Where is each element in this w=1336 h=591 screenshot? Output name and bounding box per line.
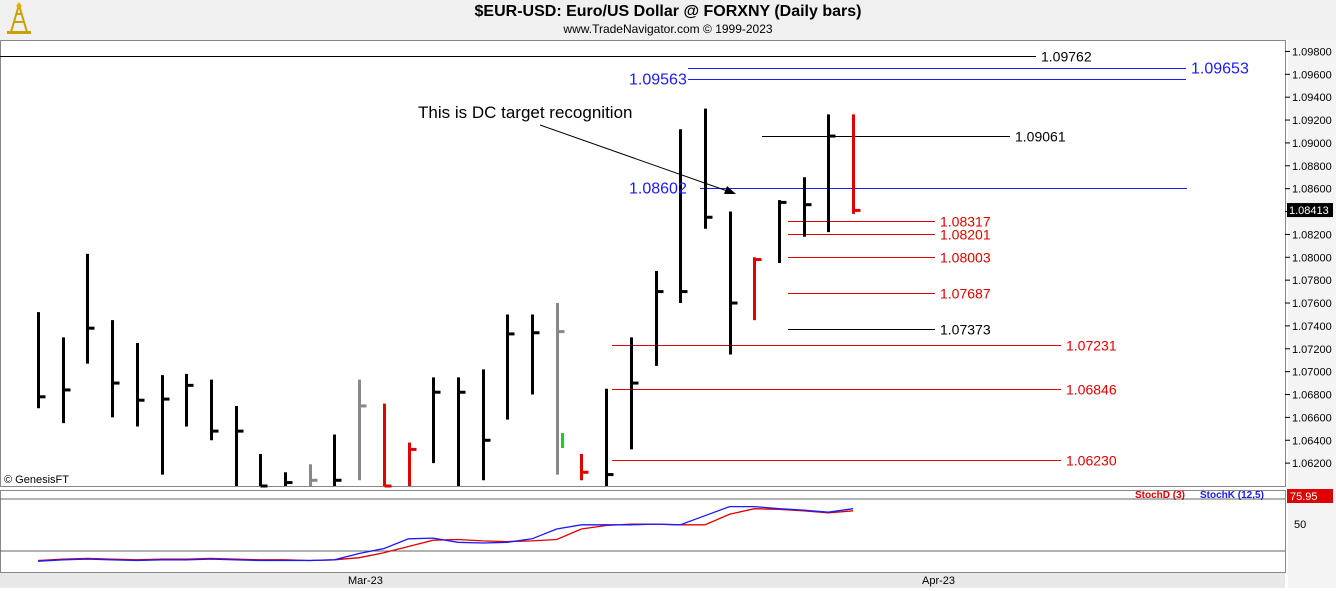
level-label: 1.09653 (1191, 61, 1249, 78)
price-bar (86, 253, 95, 364)
price-bar (506, 314, 515, 420)
y-axis-tick-label: 1.06400 (1292, 435, 1332, 447)
x-axis-label: Mar-23 (348, 575, 383, 587)
y-axis-tick-label: 1.07000 (1292, 367, 1332, 379)
level-label: 1.08003 (940, 250, 991, 266)
current-price-label: 1.08413 (1289, 205, 1329, 217)
price-bar (37, 312, 46, 409)
stoch-current-label: 75.95 (1290, 491, 1318, 503)
stoch-legend-k: StochK (12,5) (1200, 490, 1264, 501)
price-bar (580, 453, 589, 481)
y-axis-tick-label: 1.07800 (1292, 275, 1332, 287)
y-axis-tick-label: 1.08800 (1292, 161, 1332, 173)
level-label: 1.09563 (629, 72, 687, 89)
y-axis-tick-label: 1.06800 (1292, 390, 1332, 402)
stoch-legend-d: StochD (3) (1135, 490, 1185, 501)
y-axis-tick-label: 1.09400 (1292, 92, 1332, 104)
price-bar (408, 442, 417, 486)
stoch-panel-frame (0, 490, 1286, 573)
price-bar (136, 343, 145, 427)
annotation-arrow-head (724, 186, 736, 194)
stoch-y-tick-label: 50 (1294, 519, 1306, 531)
price-bar (432, 377, 441, 464)
price-bar (235, 405, 244, 486)
level-label: 1.09762 (1041, 49, 1092, 65)
annotation: This is DC target recognition (418, 103, 736, 194)
price-bar (161, 375, 170, 475)
price-bar (556, 303, 565, 475)
level-label: 1.09061 (1015, 129, 1066, 145)
copyright-text: © GenesisFT (4, 474, 69, 486)
y-axis-tick-label: 1.09800 (1292, 46, 1332, 58)
price-bar (704, 108, 713, 229)
chart-header: $EUR-USD: Euro/US Dollar @ FORXNY (Daily… (0, 0, 1336, 40)
price-bar (185, 373, 194, 427)
oil-derrick-icon (2, 1, 36, 36)
y-axis-tick-label: 1.06600 (1292, 412, 1332, 424)
stoch-current-marker (1287, 489, 1333, 503)
price-bar (803, 177, 812, 237)
y-axis-tick-label: 1.07600 (1292, 298, 1332, 310)
price-bar (457, 377, 466, 486)
price-panel-frame (0, 40, 1286, 487)
price-bar (679, 129, 688, 304)
y-axis-tick-label: 1.09000 (1292, 138, 1332, 150)
chart-title: $EUR-USD: Euro/US Dollar @ FORXNY (Daily… (474, 3, 862, 20)
y-axis-tick-label: 1.08000 (1292, 252, 1332, 264)
price-bar (852, 114, 861, 214)
price-bar (210, 379, 219, 441)
price-bar (778, 200, 787, 263)
price-bar (259, 453, 268, 488)
y-axis-tick-label: 1.09600 (1292, 69, 1332, 81)
price-bar (383, 403, 392, 488)
current-price-marker (1287, 203, 1333, 218)
price-bar (630, 337, 639, 450)
level-label: 1.06230 (1066, 453, 1117, 469)
annotation-text: This is DC target recognition (418, 103, 632, 122)
stoch-line (37, 505, 854, 562)
stoch-line (37, 508, 854, 562)
x-axis-label: Apr-23 (922, 575, 955, 587)
chart-subtitle: www.TradeNavigator.com © 1999-2023 (563, 22, 773, 36)
y-axis-tick-label: 1.08600 (1292, 184, 1332, 196)
price-bar (753, 257, 762, 321)
price-bar (309, 464, 318, 486)
price-bar (111, 320, 120, 418)
level-label: 1.08602 (629, 181, 687, 198)
y-axis-tick-label: 1.07400 (1292, 321, 1332, 333)
x-axis-background (0, 573, 1285, 588)
price-bar (655, 271, 664, 366)
price-bar (333, 434, 342, 486)
y-axis-tick-label: 1.09200 (1292, 115, 1332, 127)
y-axis-tick-label: 1.07200 (1292, 344, 1332, 356)
price-bar (531, 314, 540, 395)
price-bar (358, 379, 367, 481)
price-bar (827, 114, 836, 233)
level-label: 1.07373 (940, 322, 991, 338)
y-axis-tick-label: 1.06200 (1292, 458, 1332, 470)
y-axis-tick-label: 1.08200 (1292, 229, 1332, 241)
level-label: 1.08317 (940, 214, 991, 230)
level-label: 1.06846 (1066, 382, 1117, 398)
price-bar (605, 388, 614, 486)
price-bar (729, 211, 738, 355)
level-label: 1.08201 (940, 227, 991, 243)
price-bar (482, 369, 491, 481)
price-bar (62, 337, 71, 424)
annotation-arrow-line (539, 124, 734, 194)
level-label: 1.07687 (940, 286, 991, 302)
price-bar (284, 472, 293, 486)
level-label: 1.07231 (1066, 338, 1117, 354)
